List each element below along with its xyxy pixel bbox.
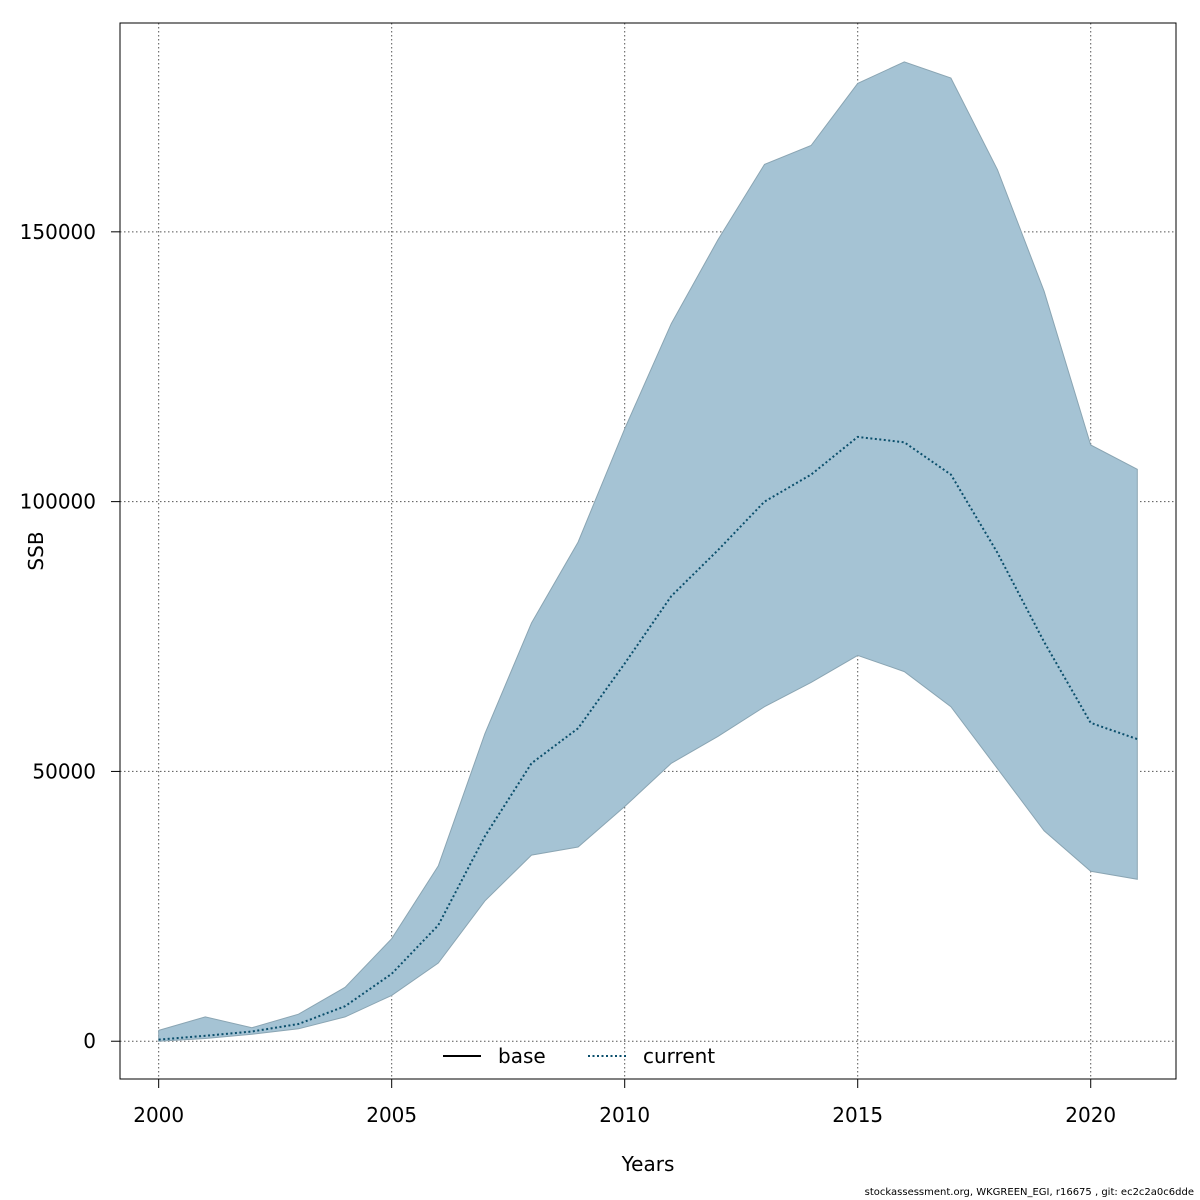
x-axis: 2000 2005 2010 2015 2020 [133, 1079, 1116, 1127]
x-tick-label: 2005 [366, 1103, 417, 1127]
x-tick-label: 2015 [832, 1103, 883, 1127]
y-tick-label: 150000 [20, 220, 96, 244]
y-axis-label: SSB [24, 531, 48, 570]
y-axis: 0 50000 100000 150000 [20, 220, 120, 1053]
confidence-band [158, 61, 1138, 1042]
x-tick-label: 2010 [599, 1103, 650, 1127]
footer-credit: stockassessment.org, WKGREEN_EGI, r16675… [864, 1187, 1194, 1198]
x-tick-label: 2000 [133, 1103, 184, 1127]
x-tick-label: 2020 [1065, 1103, 1116, 1127]
y-tick-label: 0 [83, 1029, 96, 1053]
legend-label-base: base [498, 1044, 546, 1068]
y-tick-label: 100000 [20, 490, 96, 514]
legend-label-current: current [643, 1044, 715, 1068]
x-axis-label: Years [621, 1152, 675, 1176]
plot-frame [119, 22, 1177, 1080]
series-line-current [158, 435, 1138, 1041]
legend: base current [443, 1044, 715, 1068]
y-tick-label: 50000 [32, 759, 96, 783]
